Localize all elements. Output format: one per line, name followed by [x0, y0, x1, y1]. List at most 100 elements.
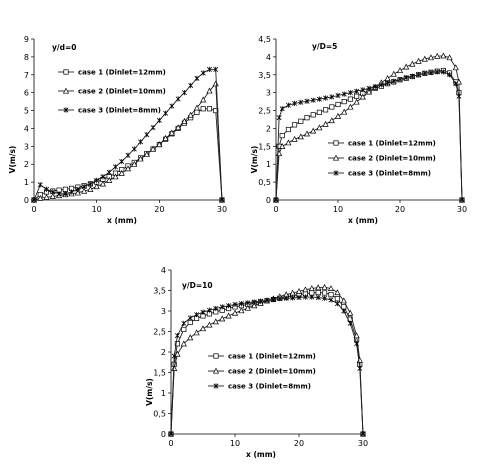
data-point [56, 191, 62, 197]
data-point [353, 98, 360, 105]
data-point [334, 289, 341, 296]
data-point [245, 300, 251, 306]
y-axis-label: V(m/s) [145, 378, 154, 406]
data-point [194, 75, 200, 81]
data-point [81, 187, 88, 194]
data-point [347, 96, 353, 102]
data-point [360, 87, 366, 93]
data-point [283, 295, 289, 301]
data-point [112, 164, 118, 170]
legend-label: case 2 (Dinlet=10mm) [78, 88, 166, 96]
data-point [322, 120, 329, 127]
y-tick-label: 0,5 [153, 410, 166, 419]
legend-label: case 3 (Dinlet=8mm) [228, 383, 311, 391]
y-tick-label: 2 [161, 348, 166, 357]
legend-entry: case 2 (Dinlet=10mm) [328, 155, 436, 163]
data-point [335, 101, 341, 108]
data-point [366, 85, 372, 91]
legend-label: case 3 (Dinlet=8mm) [78, 107, 161, 115]
y-axis-label: V(m/s) [8, 146, 17, 174]
data-point [403, 75, 409, 81]
data-point [427, 54, 435, 61]
x-tick-label: 0 [31, 205, 36, 214]
data-point [93, 183, 100, 190]
data-point [334, 301, 340, 307]
y-tick-label: 2 [24, 160, 29, 169]
data-point [100, 174, 106, 180]
legend-marker [333, 170, 339, 176]
data-point [322, 295, 328, 301]
data-point [162, 134, 169, 141]
y-tick-label: 6 [24, 89, 29, 98]
data-point [37, 182, 43, 188]
data-point [285, 139, 292, 146]
data-point [302, 294, 308, 300]
data-point [296, 294, 302, 301]
data-point [62, 186, 68, 192]
y-tick-label: 3,5 [258, 71, 271, 80]
data-point [298, 118, 304, 124]
y-tick-label: 2,5 [258, 107, 271, 116]
y-tick-label: 3,5 [153, 287, 166, 296]
data-point [279, 142, 286, 149]
data-point [232, 301, 238, 308]
data-point [94, 177, 100, 183]
data-point [106, 176, 113, 183]
data-point [276, 115, 282, 121]
data-point [174, 341, 180, 347]
data-point [171, 353, 177, 359]
data-point [156, 141, 163, 148]
data-point [87, 185, 94, 192]
legend-entry: case 3 (Dinlet=8mm) [58, 107, 161, 115]
legend-marker [332, 154, 340, 161]
data-point [74, 189, 81, 196]
data-point [62, 191, 68, 197]
data-point [238, 301, 244, 307]
data-point [175, 124, 182, 131]
data-point [181, 117, 188, 124]
x-tick-label: 10 [333, 205, 343, 214]
data-point [264, 297, 270, 303]
data-point [290, 295, 296, 301]
y-tick-label: 4 [266, 53, 271, 62]
data-point [353, 332, 360, 339]
data-point [365, 88, 373, 95]
data-point [322, 290, 328, 296]
data-point [453, 81, 459, 87]
data-point [213, 66, 219, 73]
x-tick-label: 10 [230, 439, 240, 448]
data-point [87, 181, 93, 187]
data-point [347, 90, 353, 96]
data-point [43, 193, 50, 200]
y-tick-label: 2,5 [153, 328, 166, 337]
data-point [180, 340, 187, 347]
legend-marker [333, 140, 339, 146]
x-tick-label: 30 [358, 439, 368, 448]
data-point [137, 155, 144, 162]
data-point [194, 312, 200, 318]
data-point [421, 55, 428, 62]
y-tick-label: 3 [24, 142, 29, 151]
legend-label: case 2 (Dinlet=10mm) [348, 155, 436, 163]
data-point [409, 60, 416, 67]
data-point [226, 303, 232, 309]
data-point [329, 94, 335, 100]
data-point [251, 299, 257, 305]
data-point [323, 95, 329, 101]
y-tick-label: 3 [161, 307, 166, 316]
data-point [341, 308, 347, 314]
data-point [199, 325, 207, 332]
series-3 [31, 66, 225, 203]
y-tick-label: 7 [24, 71, 29, 80]
data-point [187, 319, 193, 326]
data-point [309, 294, 315, 300]
legend-marker [213, 383, 219, 389]
data-point [447, 72, 453, 78]
legend-marker [212, 367, 220, 374]
data-point [200, 106, 206, 112]
legend-entry: case 1 (Dinlet=12mm) [328, 140, 436, 148]
data-point [219, 197, 225, 203]
data-point [200, 70, 206, 76]
data-point [397, 76, 403, 83]
data-point [310, 112, 316, 118]
